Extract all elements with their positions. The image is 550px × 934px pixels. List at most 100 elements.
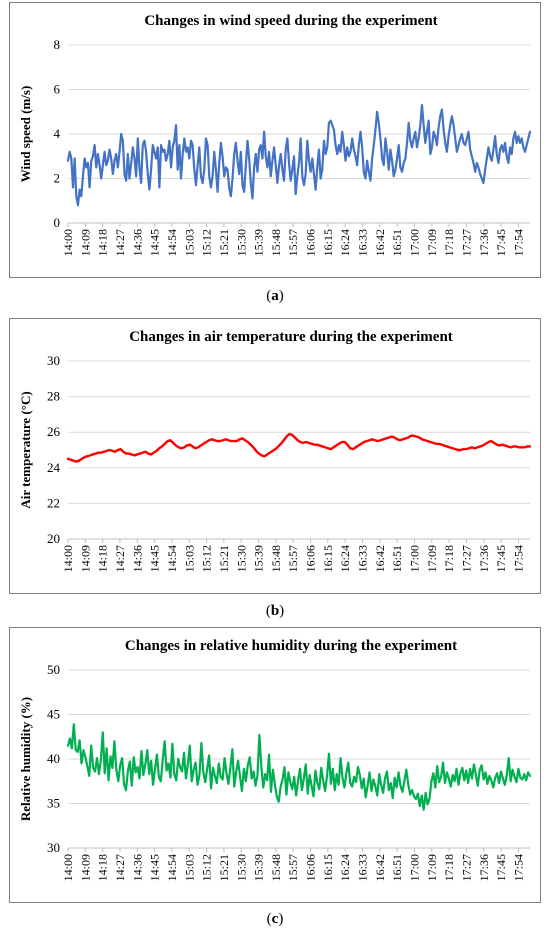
x-tick-label-c-9: 15:21 (217, 854, 231, 881)
caption-c: (c) (266, 911, 284, 927)
x-tick-label-c-2: 14:18 (96, 854, 110, 881)
x-tick-label-c-7: 15:03 (182, 854, 196, 881)
x-tick-label-b-20: 17:00 (408, 545, 422, 572)
x-tick-label-c-22: 17:18 (442, 854, 456, 881)
air-temperature-chart: Changes in air temperature during the ex… (18, 329, 532, 572)
y-tick-label-a-1: 2 (54, 171, 61, 186)
x-tick-label-a-6: 14:54 (165, 229, 179, 256)
y-tick-label-c-2: 40 (47, 751, 60, 766)
y-tick-label-c-4: 50 (47, 662, 60, 677)
x-tick-label-a-4: 14:36 (130, 229, 144, 256)
chart-title-c: Changes in relative humidity during the … (125, 638, 457, 654)
x-tick-label-b-15: 16:15 (321, 545, 335, 572)
series-line-b (66, 432, 532, 463)
x-tick-label-c-23: 17:27 (459, 854, 473, 881)
wind-speed-chart-panel: Changes in wind speed during the experim… (9, 2, 541, 278)
series-line-a (66, 103, 532, 207)
y-axis-label-c: Relative humidity (%) (18, 697, 33, 821)
x-tick-label-c-13: 15:57 (286, 854, 300, 881)
x-tick-label-c-16: 16:24 (338, 854, 352, 881)
caption-a-letter: a (271, 288, 279, 304)
x-tick-label-b-1: 14:09 (78, 545, 92, 572)
relative-humidity-chart: Changes in relative humidity during the … (18, 638, 532, 881)
x-tick-label-c-17: 16:33 (356, 854, 370, 881)
x-tick-label-a-10: 15:30 (234, 229, 248, 256)
y-tick-label-a-4: 8 (54, 37, 61, 52)
x-tick-label-b-11: 15:39 (252, 545, 266, 572)
x-tick-label-b-2: 14:18 (96, 545, 110, 572)
x-tick-label-c-6: 14:54 (165, 854, 179, 881)
x-tick-label-a-23: 17:27 (459, 229, 473, 256)
x-tick-label-a-9: 15:21 (217, 229, 231, 256)
x-tick-label-c-19: 16:51 (390, 854, 404, 881)
x-tick-label-a-8: 15:12 (200, 229, 214, 256)
x-tick-label-c-25: 17:45 (494, 854, 508, 881)
caption-a: (a) (266, 288, 284, 304)
x-tick-label-a-24: 17:36 (477, 229, 491, 256)
x-tick-label-a-15: 16:15 (321, 229, 335, 256)
x-tick-label-b-26: 17:54 (511, 545, 525, 572)
x-tick-label-c-0: 14:00 (61, 854, 75, 881)
x-tick-label-b-0: 14:00 (61, 545, 75, 572)
x-tick-label-c-21: 17:09 (425, 854, 439, 881)
x-tick-label-c-12: 15:48 (269, 854, 283, 881)
x-tick-label-a-19: 16:51 (390, 229, 404, 256)
x-tick-label-a-1: 14:09 (78, 229, 92, 256)
y-tick-label-a-2: 4 (54, 126, 61, 141)
x-tick-label-c-10: 15:30 (234, 854, 248, 881)
x-tick-label-b-9: 15:21 (217, 545, 231, 572)
y-tick-label-b-3: 26 (47, 424, 61, 439)
x-tick-label-a-13: 15:57 (286, 229, 300, 256)
x-tick-label-c-1: 14:09 (78, 854, 92, 881)
x-tick-label-b-12: 15:48 (269, 545, 283, 572)
x-tick-label-b-4: 14:36 (130, 545, 144, 572)
x-tick-label-c-26: 17:54 (511, 854, 525, 881)
x-tick-label-b-10: 15:30 (234, 545, 248, 572)
x-tick-label-c-18: 16:42 (373, 854, 387, 881)
x-tick-label-b-7: 15:03 (182, 545, 196, 572)
y-tick-label-c-3: 45 (47, 707, 60, 722)
x-tick-label-a-25: 17:45 (494, 229, 508, 256)
x-tick-label-b-5: 14:45 (148, 545, 162, 572)
x-tick-label-b-22: 17:18 (442, 545, 456, 572)
x-tick-label-a-12: 15:48 (269, 229, 283, 256)
x-tick-label-c-15: 16:15 (321, 854, 335, 881)
x-tick-label-c-14: 16:06 (304, 854, 318, 881)
y-tick-label-c-0: 30 (47, 840, 60, 855)
y-tick-label-b-4: 28 (47, 389, 60, 404)
chart-title-b: Changes in air temperature during the ex… (129, 329, 453, 345)
x-tick-label-c-24: 17:36 (477, 854, 491, 881)
x-tick-label-a-0: 14:00 (61, 229, 75, 256)
x-tick-label-b-14: 16:06 (304, 545, 318, 572)
x-tick-label-a-26: 17:54 (511, 229, 525, 256)
x-tick-label-c-20: 17:00 (408, 854, 422, 881)
x-tick-label-a-17: 16:33 (356, 229, 370, 256)
series-line-c (66, 723, 532, 811)
wind-speed-chart: Changes in wind speed during the experim… (18, 13, 532, 256)
x-tick-label-b-3: 14:27 (113, 545, 127, 572)
x-tick-label-b-25: 17:45 (494, 545, 508, 572)
x-tick-label-b-18: 16:42 (373, 545, 387, 572)
x-tick-label-a-5: 14:45 (148, 229, 162, 256)
y-tick-label-b-1: 22 (47, 495, 60, 510)
x-tick-label-a-14: 16:06 (304, 229, 318, 256)
x-tick-label-c-3: 14:27 (113, 854, 127, 881)
air-temperature-chart-panel: Changes in air temperature during the ex… (9, 318, 541, 594)
x-tick-label-a-2: 14:18 (96, 229, 110, 256)
y-tick-label-b-0: 20 (47, 531, 60, 546)
x-tick-label-a-7: 15:03 (182, 229, 196, 256)
chart-title-a: Changes in wind speed during the experim… (144, 13, 437, 29)
x-tick-label-b-17: 16:33 (356, 545, 370, 572)
y-axis-label-a: Wind speed (m/s) (18, 86, 33, 183)
x-tick-label-a-16: 16:24 (338, 229, 352, 256)
x-tick-label-c-4: 14:36 (130, 854, 144, 881)
y-tick-label-c-1: 35 (47, 796, 60, 811)
x-tick-label-b-21: 17:09 (425, 545, 439, 572)
x-tick-label-b-23: 17:27 (459, 545, 473, 572)
relative-humidity-chart-panel: Changes in relative humidity during the … (9, 627, 541, 903)
x-tick-label-b-16: 16:24 (338, 545, 352, 572)
x-tick-label-c-8: 15:12 (200, 854, 214, 881)
caption-b-letter: b (270, 603, 280, 619)
y-tick-label-a-3: 6 (54, 82, 61, 97)
x-tick-label-a-11: 15:39 (252, 229, 266, 256)
